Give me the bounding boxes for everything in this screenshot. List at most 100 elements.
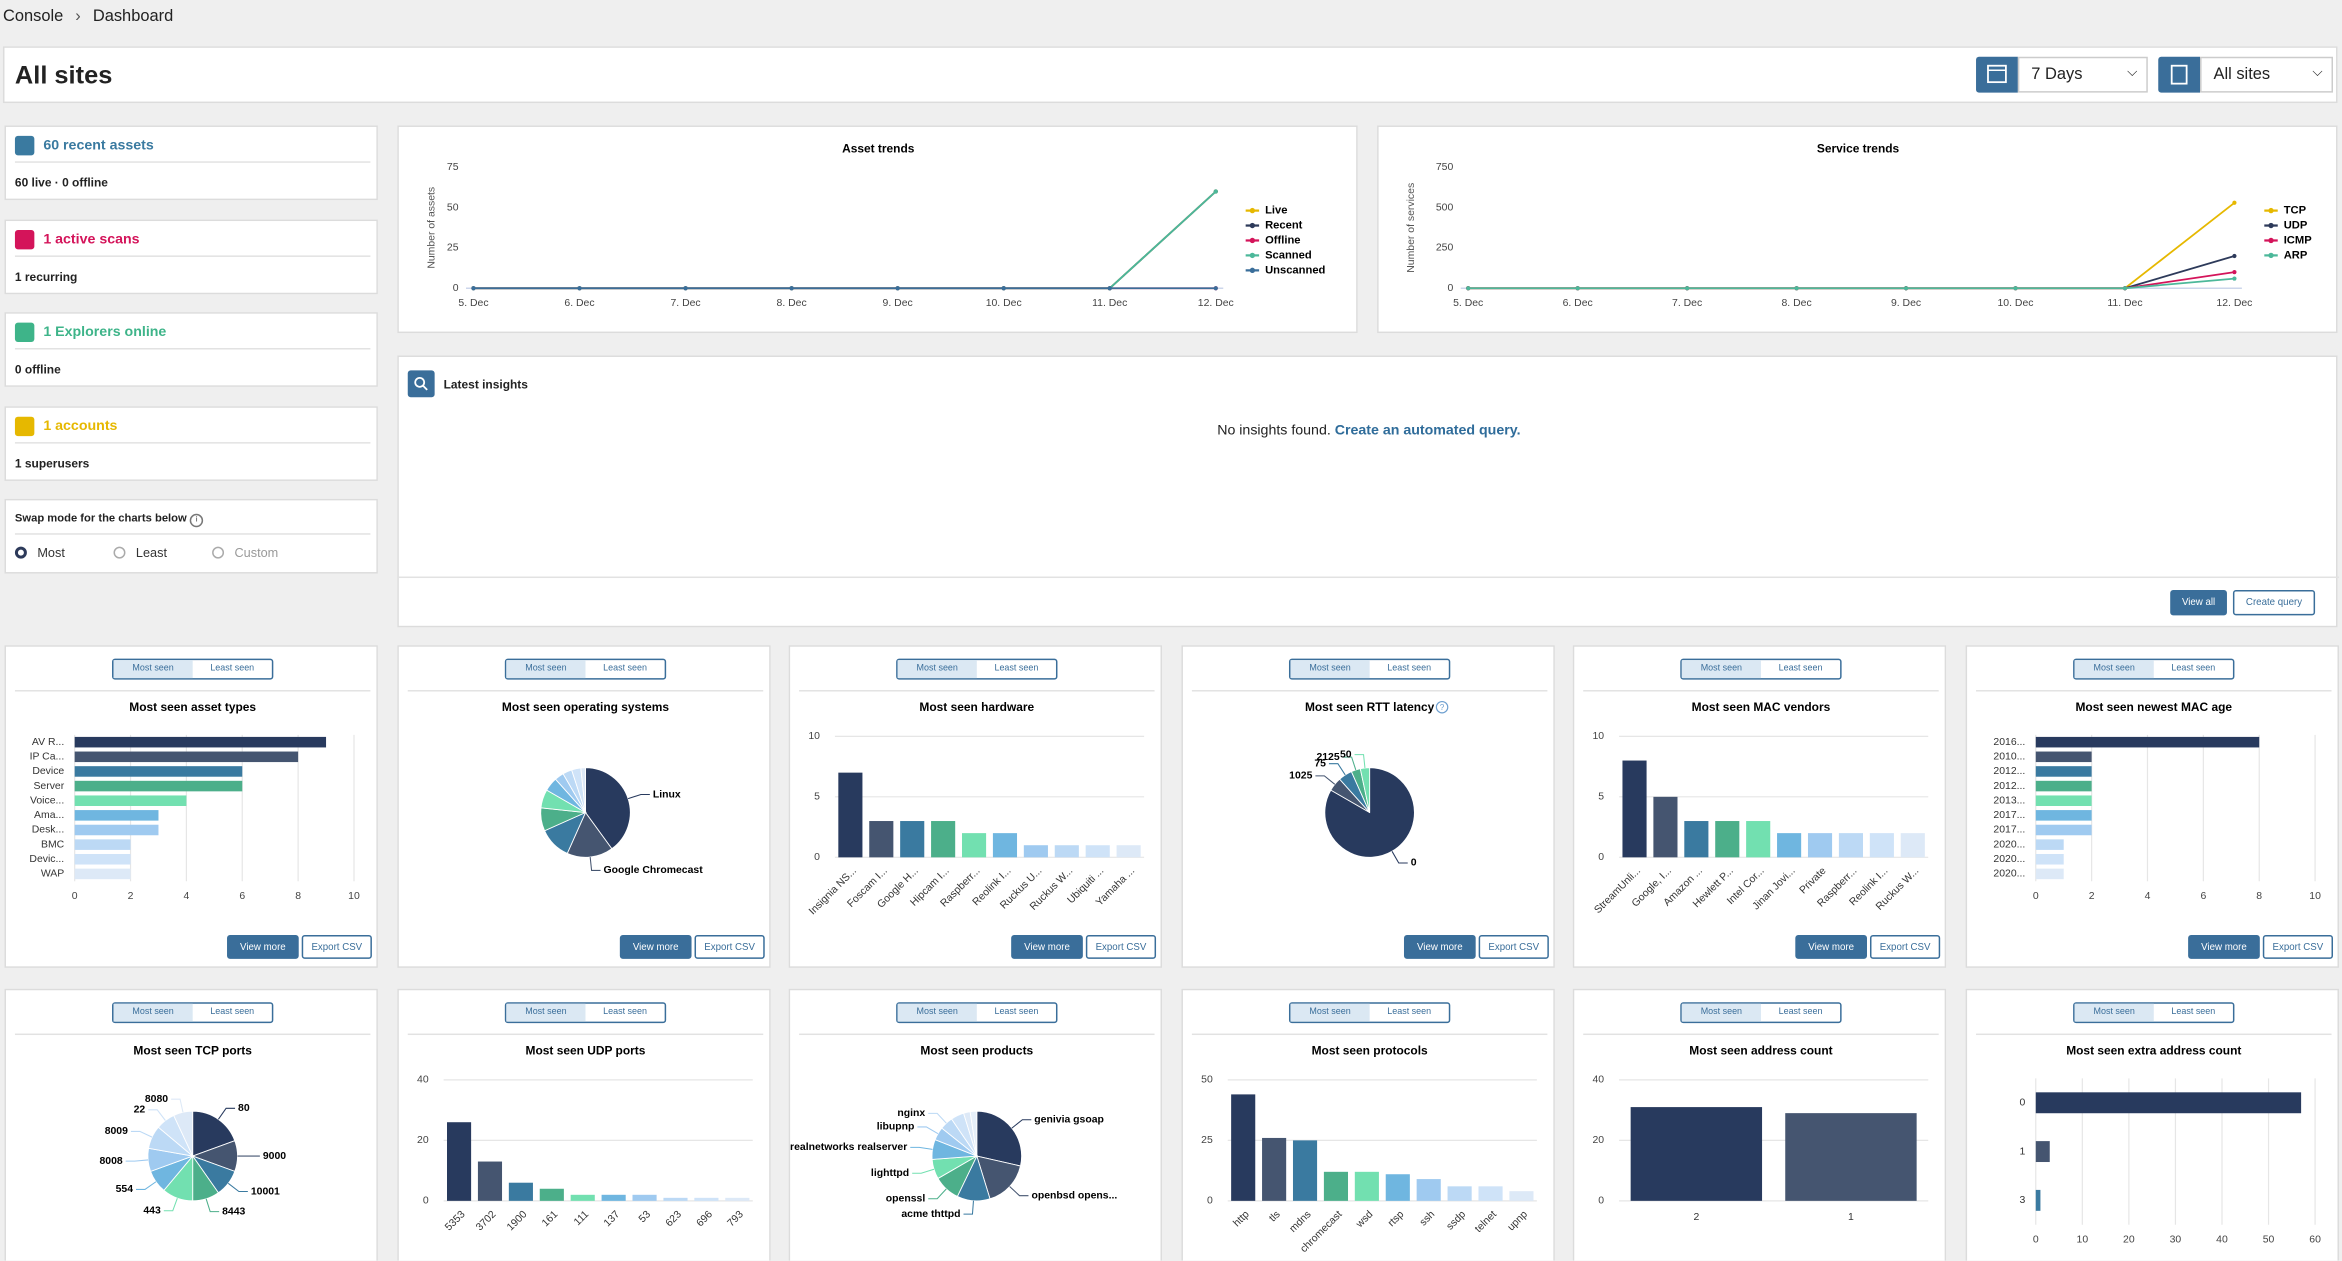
chart-panel: Most seen UDP ports 0 20 40 5353 3702 1900 161 1… — [397, 988, 771, 1261]
y-tick-label: 10 — [808, 731, 820, 742]
toggle-option[interactable]: Least seen — [210, 1008, 255, 1018]
view-all-button[interactable]: View all — [2170, 589, 2227, 616]
export-button[interactable]: Export CSV — [1478, 934, 1549, 959]
site-icon[interactable] — [2158, 56, 2201, 93]
toggle-option[interactable]: Least seen — [1387, 664, 1432, 674]
toggle-option[interactable]: Most seen — [897, 660, 977, 679]
radio-option[interactable]: Least — [113, 545, 167, 560]
icon — [414, 376, 428, 391]
help-icon[interactable]: ? — [1435, 700, 1449, 714]
stat-icon — [14, 230, 35, 250]
x-tick-label: 40 — [2216, 1234, 2228, 1245]
toggle-option[interactable]: Least seen — [994, 1008, 1039, 1018]
slice — [969, 1110, 978, 1157]
bar — [1746, 821, 1771, 858]
x-tick-label: 10 — [2077, 1234, 2089, 1245]
toggle-option[interactable]: Least seen — [210, 664, 255, 674]
x-tick-label: 6. Dec — [1563, 298, 1593, 309]
site-select[interactable]: All sites ⌵ — [2200, 56, 2334, 93]
toggle-option[interactable]: Least seen — [2171, 1008, 2216, 1018]
point — [1794, 286, 1799, 291]
view-more-button[interactable]: View more — [227, 934, 299, 959]
toggle-option[interactable]: Most seen — [1681, 660, 1761, 679]
create-query-button[interactable]: Create query — [2232, 589, 2316, 616]
bar — [2035, 766, 2092, 777]
bar — [1354, 1171, 1379, 1201]
series-line — [1468, 255, 2235, 290]
bar — [2035, 839, 2064, 850]
radio-option[interactable]: Custom — [212, 545, 278, 560]
x-tick-label: 20 — [2123, 1234, 2135, 1245]
toggle-option[interactable]: Least seen — [994, 664, 1039, 674]
toggle-option[interactable]: Most seen — [2074, 660, 2154, 679]
toggle-option[interactable]: Least seen — [1778, 664, 1823, 674]
export-button[interactable]: Export CSV — [2262, 934, 2334, 959]
view-more-button[interactable]: View more — [1403, 934, 1476, 959]
export-button[interactable]: Export CSV — [301, 934, 372, 959]
y-tick-label: 50 — [1201, 1075, 1213, 1086]
view-more-button[interactable]: View more — [1011, 934, 1083, 959]
view-more-button[interactable]: View more — [1795, 934, 1867, 959]
radio-label: Most — [37, 545, 65, 561]
leader-line — [627, 793, 650, 800]
radio-option[interactable]: Most — [14, 545, 65, 561]
stat-title[interactable]: 60 recent assets — [43, 137, 154, 154]
chart-title: Most seen products — [920, 1044, 1033, 1058]
x-tick-label: telnet — [1473, 1209, 1499, 1235]
toggle-option[interactable]: Least seen — [603, 664, 647, 674]
stat-title[interactable]: 1 Explorers online — [43, 324, 167, 341]
toggle-option[interactable]: Most seen — [506, 660, 586, 679]
bar — [1385, 1174, 1410, 1201]
export-button[interactable]: Export CSV — [1869, 934, 1941, 959]
chart-panel: Most seen MAC vendors 0 5 10 StreamUnli... Go… — [1572, 645, 1947, 968]
bar — [1116, 845, 1141, 858]
point — [2232, 270, 2237, 275]
slice-label: 22 — [134, 1105, 146, 1116]
leader-line — [1342, 756, 1357, 771]
stat-card: 60 recent assets 60 live · 0 offline — [4, 125, 378, 201]
crumb: Dashboard — [92, 7, 174, 26]
stat-title[interactable]: 1 accounts — [43, 418, 118, 435]
bar — [2035, 1141, 2050, 1163]
bar — [1231, 1094, 1256, 1201]
view-more-button[interactable]: View more — [2188, 934, 2260, 959]
view-more-button[interactable]: View more — [619, 934, 692, 959]
toggle-option[interactable]: Least seen — [1387, 1008, 1432, 1018]
stat-detail: 60 live · 0 offline — [14, 176, 108, 190]
toggle-option[interactable]: Most seen — [2074, 1003, 2154, 1022]
x-tick-label: 53 — [637, 1209, 653, 1225]
toggle-option[interactable]: Most seen — [113, 1003, 193, 1022]
chart-title: Most seen MAC vendors — [1692, 700, 1831, 714]
toggle-option[interactable]: Least seen — [1778, 1008, 1823, 1018]
crumb[interactable]: Console — [2, 7, 64, 26]
chart-panel: Most seen address count 0 20 40 2 1 Most seen L… — [1572, 988, 1947, 1261]
export-button[interactable]: Export CSV — [694, 934, 765, 959]
create-link[interactable]: Create an automated query. — [1334, 422, 1521, 440]
bar — [1777, 833, 1802, 858]
toggle-option[interactable]: Least seen — [603, 1008, 647, 1018]
toggle-option[interactable]: Most seen — [1290, 660, 1370, 679]
toggle-option[interactable]: Least seen — [2171, 664, 2216, 674]
y-tick-label: 40 — [417, 1075, 429, 1086]
info-icon[interactable]: i — [189, 513, 204, 528]
toggle-option[interactable]: Most seen — [1290, 1003, 1370, 1022]
divider — [14, 161, 371, 163]
bar — [2035, 751, 2092, 763]
bar — [1416, 1179, 1441, 1201]
toggle-option[interactable]: Most seen — [897, 1003, 977, 1022]
range-select[interactable]: 7 Days ⌵ — [2017, 56, 2148, 93]
divider — [14, 690, 371, 692]
export-button[interactable]: Export CSV — [1085, 934, 1157, 959]
caret: ⌵ — [2127, 64, 2138, 80]
stat-title[interactable]: 1 active scans — [43, 231, 140, 248]
x-tick-label: 30 — [2170, 1234, 2182, 1245]
toggle-option[interactable]: Most seen — [113, 660, 193, 679]
toggle-option[interactable]: Most seen — [1681, 1003, 1761, 1022]
calendar-icon[interactable] — [1976, 56, 2018, 93]
x-tick-label: ssh — [1418, 1209, 1437, 1228]
x-tick-label: 7. Dec — [1672, 298, 1702, 309]
slice-label: 75 — [1314, 758, 1326, 769]
toggle-option[interactable]: Most seen — [506, 1003, 586, 1022]
category-label: Server — [33, 781, 64, 792]
